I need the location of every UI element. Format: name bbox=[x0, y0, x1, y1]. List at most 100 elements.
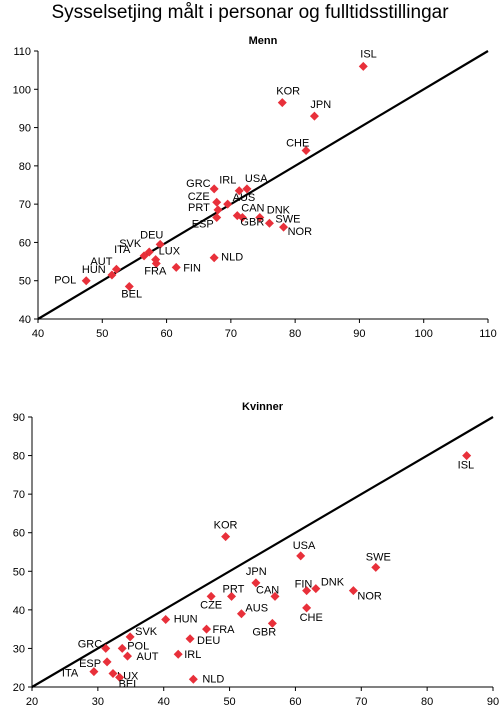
point-label-jpn: JPN bbox=[246, 566, 267, 578]
data-point-svk bbox=[125, 632, 135, 642]
y-tick-label: 80 bbox=[13, 451, 25, 463]
data-point-nor bbox=[348, 586, 358, 596]
point-label-fra: FRA bbox=[213, 624, 236, 636]
point-label-isl: ISL bbox=[458, 460, 475, 472]
point-label-pol: POL bbox=[127, 640, 149, 652]
point-label-fin: FIN bbox=[183, 262, 201, 274]
x-tick-label: 80 bbox=[289, 328, 301, 340]
point-label-swe: SWE bbox=[275, 213, 300, 225]
x-tick-label: 40 bbox=[158, 696, 170, 708]
data-point-cze bbox=[212, 197, 222, 207]
point-label-dnk: DNK bbox=[321, 577, 345, 589]
y-tick-label: 60 bbox=[13, 528, 25, 540]
data-point-jpn bbox=[251, 578, 261, 588]
x-tick-label: 90 bbox=[353, 328, 365, 340]
data-point-bel bbox=[115, 672, 125, 682]
data-point-usa bbox=[242, 184, 252, 194]
point-label-prt: PRT bbox=[223, 583, 245, 595]
point-label-nor: NOR bbox=[357, 591, 382, 603]
point-label-deu: DEU bbox=[197, 635, 220, 647]
data-point-irl bbox=[173, 649, 183, 659]
data-point-isl bbox=[462, 451, 472, 461]
data-point-cze bbox=[206, 591, 216, 601]
point-label-can: CAN bbox=[256, 584, 279, 596]
y-tick-label: 40 bbox=[19, 314, 31, 326]
y-tick-label: 110 bbox=[13, 46, 31, 58]
point-label-bel: BEL bbox=[121, 288, 142, 300]
data-point-prt bbox=[213, 205, 223, 215]
x-tick-label: 90 bbox=[487, 696, 499, 708]
data-point-isl bbox=[358, 61, 368, 71]
reference-line-menn bbox=[37, 50, 489, 320]
data-point-swe bbox=[264, 218, 274, 228]
data-point-grc bbox=[101, 643, 111, 653]
data-point-pol bbox=[117, 643, 127, 653]
x-tick-label: 70 bbox=[355, 696, 367, 708]
y-tick-label: 70 bbox=[13, 489, 25, 501]
data-point-esp bbox=[212, 213, 222, 223]
y-tick-label: 100 bbox=[13, 84, 31, 96]
data-point-ita bbox=[139, 251, 149, 261]
point-label-nld: NLD bbox=[221, 252, 243, 264]
y-tick-label: 90 bbox=[13, 412, 25, 424]
point-label-hun: HUN bbox=[82, 264, 106, 276]
data-point-aut bbox=[111, 264, 121, 274]
point-label-fin: FIN bbox=[295, 579, 313, 591]
y-tick-label: 30 bbox=[13, 643, 25, 655]
data-point-prt bbox=[227, 591, 237, 601]
y-tick-label: 70 bbox=[19, 199, 31, 211]
data-point-swe bbox=[371, 562, 381, 572]
point-label-aus: AUS bbox=[245, 603, 268, 615]
data-point-che bbox=[302, 603, 312, 613]
data-point-nld bbox=[188, 674, 198, 684]
data-point-esp bbox=[102, 657, 112, 667]
point-label-nor: NOR bbox=[288, 226, 313, 238]
point-label-grc: GRC bbox=[78, 638, 103, 650]
point-label-gbr: GBR bbox=[252, 626, 276, 638]
data-point-kor bbox=[221, 532, 231, 542]
data-point-fin bbox=[171, 262, 181, 272]
x-tick-label: 20 bbox=[26, 696, 38, 708]
point-label-che: CHE bbox=[286, 138, 309, 150]
x-tick-label: 70 bbox=[225, 328, 237, 340]
point-label-ita: ITA bbox=[114, 244, 131, 256]
x-tick-label: 30 bbox=[92, 696, 104, 708]
data-point-nor bbox=[279, 222, 289, 232]
point-label-prt: PRT bbox=[188, 202, 210, 214]
data-point-deu bbox=[155, 239, 165, 249]
point-label-deu: DEU bbox=[140, 229, 163, 241]
point-label-grc: GRC bbox=[186, 178, 211, 190]
data-point-nld bbox=[209, 253, 219, 263]
y-tick-label: 40 bbox=[13, 605, 25, 617]
point-label-kor: KOR bbox=[214, 520, 238, 532]
point-label-aut: AUT bbox=[136, 651, 158, 663]
point-label-isl: ISL bbox=[360, 48, 377, 60]
point-label-dnk: DNK bbox=[267, 205, 291, 217]
point-label-lux: LUX bbox=[117, 671, 139, 683]
data-point-aus bbox=[223, 199, 233, 209]
data-point-aut bbox=[122, 651, 132, 661]
data-point-grc bbox=[209, 184, 219, 194]
point-label-cze: CZE bbox=[200, 599, 222, 611]
y-tick-label: 50 bbox=[19, 276, 31, 288]
y-tick-label: 50 bbox=[13, 566, 25, 578]
data-point-lux bbox=[108, 669, 118, 678]
point-label-bel: BEL bbox=[119, 678, 140, 690]
x-tick-label: 80 bbox=[421, 696, 433, 708]
panel-title-kvinner: Kvinner bbox=[242, 401, 284, 413]
point-label-swe: SWE bbox=[366, 551, 391, 563]
reference-line-kvinner bbox=[31, 416, 494, 688]
y-tick-label: 20 bbox=[13, 682, 25, 694]
data-point-gbr bbox=[237, 213, 247, 223]
point-label-esp: ESP bbox=[79, 658, 101, 670]
data-point-jpn bbox=[309, 111, 319, 121]
x-tick-label: 50 bbox=[223, 696, 235, 708]
x-tick-label: 60 bbox=[289, 696, 301, 708]
point-label-ita: ITA bbox=[62, 668, 79, 680]
y-tick-label: 90 bbox=[19, 123, 31, 135]
point-label-jpn: JPN bbox=[310, 99, 331, 111]
data-point-fin bbox=[302, 586, 312, 596]
data-point-ita bbox=[89, 667, 99, 677]
x-tick-label: 40 bbox=[32, 328, 44, 340]
